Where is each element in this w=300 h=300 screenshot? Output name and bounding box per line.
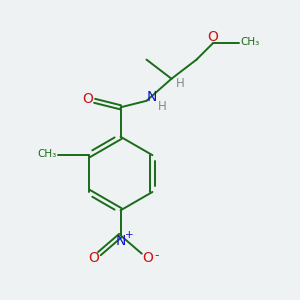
Text: O: O: [83, 92, 94, 106]
Text: H: H: [158, 100, 166, 112]
Text: O: O: [88, 251, 99, 265]
Text: CH₃: CH₃: [37, 149, 56, 159]
Text: O: O: [207, 30, 218, 44]
Text: -: -: [155, 249, 159, 262]
Text: H: H: [176, 77, 185, 90]
Text: +: +: [124, 230, 133, 240]
Text: N: N: [147, 90, 157, 104]
Text: CH₃: CH₃: [241, 37, 260, 46]
Text: N: N: [116, 234, 126, 248]
Text: O: O: [142, 251, 153, 265]
